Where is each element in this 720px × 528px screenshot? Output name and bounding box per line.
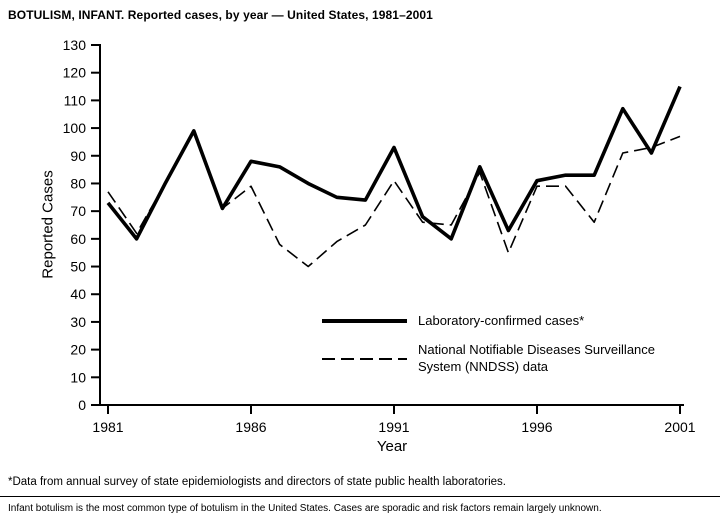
x-tick-label: 1991 (378, 419, 409, 435)
solid-line-sample-icon (322, 319, 407, 324)
series-line-lab-confirmed (106, 85, 682, 241)
y-tick-label: 10 (70, 369, 86, 385)
y-tick-label: 20 (70, 342, 86, 358)
legend-label-nndss: National Notifiable Diseases Surveillanc… (418, 342, 656, 374)
y-tick-label: 130 (63, 37, 87, 53)
footnote-description: Infant botulism is the most common type … (8, 503, 602, 514)
y-tick-label: 100 (63, 120, 87, 136)
x-tick-label: 1996 (521, 419, 552, 435)
footnote-data-source: *Data from annual survey of state epidem… (8, 476, 506, 488)
dashed-line-sample-icon (322, 357, 407, 360)
x-tick-label: 1986 (235, 419, 266, 435)
x-axis-label: Year (376, 438, 408, 455)
divider (0, 496, 720, 497)
chart-title: BOTULISM, INFANT. Reported cases, by yea… (8, 8, 433, 22)
y-tick-label: 0 (78, 397, 86, 413)
chart-legend: Laboratory-confirmed cases* National Not… (322, 313, 666, 375)
y-axis-label: Reported Cases (39, 170, 57, 279)
y-tick-label: 90 (70, 148, 86, 164)
x-tick-label: 1981 (92, 419, 123, 435)
legend-label-lab-confirmed: Laboratory-confirmed cases* (418, 313, 585, 328)
line-chart: 0 10 20 30 40 50 60 70 80 90 100 110 120 130 1981 1986 1… (63, 37, 696, 435)
y-tick-label: 40 (70, 286, 86, 302)
legend-item-lab-confirmed: Laboratory-confirmed cases* (322, 313, 666, 329)
y-tick-label: 120 (63, 65, 87, 81)
y-tick-label: 30 (70, 314, 86, 330)
legend-item-nndss: National Notifiable Diseases Surveillanc… (322, 342, 666, 375)
y-tick-label: 70 (70, 203, 86, 219)
series-line-nndss (107, 130, 681, 268)
y-tick-label: 80 (70, 175, 86, 191)
x-tick-label: 2001 (664, 419, 695, 435)
y-tick-label: 50 (70, 259, 86, 275)
y-tick-label: 60 (70, 231, 86, 247)
y-tick-label: 110 (64, 92, 87, 108)
